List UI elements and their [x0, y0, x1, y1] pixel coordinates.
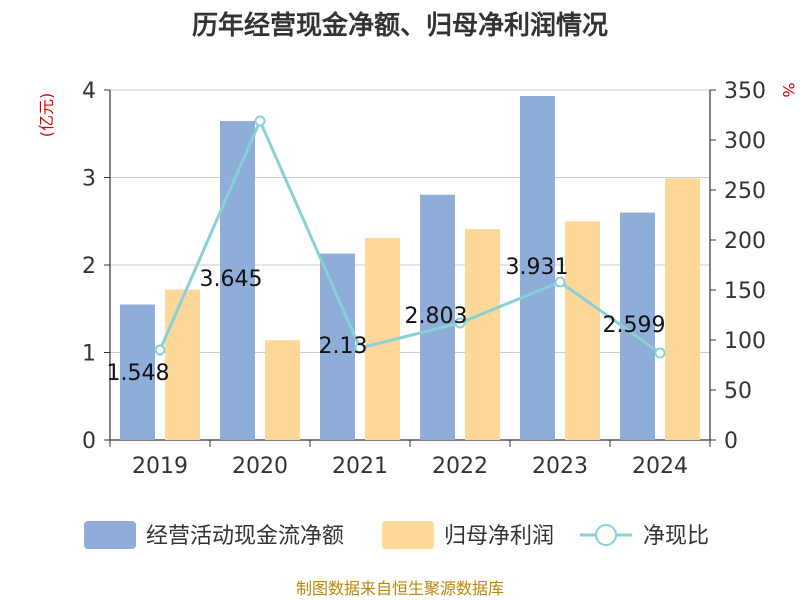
left-axis-unit: (亿元)	[37, 93, 56, 138]
left-tick-label: 2	[82, 254, 96, 279]
x-tick-label: 2020	[232, 454, 288, 479]
source-note: 制图数据来自恒生聚源数据库	[296, 579, 504, 598]
data-label-2021: 2.13	[319, 334, 368, 359]
legend-label-cashflow: 经营活动现金流净额	[146, 524, 344, 549]
data-label-2022: 2.803	[405, 304, 468, 329]
bar-netprofit-2024	[665, 178, 700, 440]
legend: 经营活动现金流净额 归母净利润 净现比	[84, 521, 709, 549]
right-tick-label: 350	[724, 79, 766, 104]
data-label-2023: 3.931	[506, 255, 569, 280]
x-tick-label: 2022	[432, 454, 488, 479]
left-tick-label: 1	[82, 342, 96, 367]
x-tick-label: 2021	[332, 454, 388, 479]
chart-title: 历年经营现金净额、归母净利润情况	[192, 10, 608, 41]
ratio-point-2022	[454, 317, 466, 329]
right-tick-label: 200	[724, 229, 766, 254]
x-tick-label: 2023	[532, 454, 588, 479]
legend-label-netprofit: 归母净利润	[444, 524, 554, 549]
legend-marker-ratio	[595, 524, 617, 546]
right-tick-label: 0	[724, 429, 738, 454]
bar-cashflow-2024	[620, 212, 655, 440]
bar-cashflow-2022	[420, 194, 455, 440]
x-tick-label: 2024	[632, 454, 688, 479]
ratio-point-2023	[554, 276, 566, 288]
data-label-2024: 2.599	[603, 313, 666, 338]
ratio-point-2020	[254, 115, 266, 127]
bar-cashflow-2023	[520, 96, 555, 440]
ratio-point-2019	[154, 344, 166, 356]
ratio-line	[154, 115, 666, 359]
right-tick-label: 250	[724, 179, 766, 204]
legend-swatch-cashflow	[84, 521, 136, 549]
right-tick-label: 150	[724, 279, 766, 304]
right-tick-label: 100	[724, 329, 766, 354]
grid-lines	[110, 89, 710, 353]
legend-label-ratio: 净现比	[643, 524, 709, 549]
left-tick-label: 3	[82, 167, 96, 192]
legend-swatch-netprofit	[382, 521, 434, 549]
right-axis-unit: %	[779, 82, 798, 97]
x-tick-label: 2019	[132, 454, 188, 479]
right-tick-label: 300	[724, 129, 766, 154]
bar-netprofit-2023	[565, 221, 600, 440]
right-tick-label: 50	[724, 379, 752, 404]
bar-cashflow-2019	[120, 304, 155, 440]
ratio-point-2021	[354, 342, 366, 354]
bar-cashflow-2021	[320, 253, 355, 440]
left-tick-label: 0	[82, 429, 96, 454]
ratio-point-2024	[654, 347, 666, 359]
bar-netprofit-2020	[265, 340, 300, 440]
bar-netprofit-2019	[165, 289, 200, 440]
axes: 0 1 2 3 4 0 50 100 150 200 250 300 350 2019 2020 2021 20…	[82, 79, 766, 479]
ratio-series-line	[158, 117, 661, 355]
data-label-2020: 3.645	[200, 267, 263, 292]
data-label-2019: 1.548	[107, 361, 170, 386]
bars	[120, 96, 700, 440]
left-tick-label: 4	[82, 79, 96, 104]
data-labels: 1.548 3.645 2.13 2.803 3.931 2.599	[107, 255, 666, 386]
bar-netprofit-2022	[465, 229, 500, 440]
